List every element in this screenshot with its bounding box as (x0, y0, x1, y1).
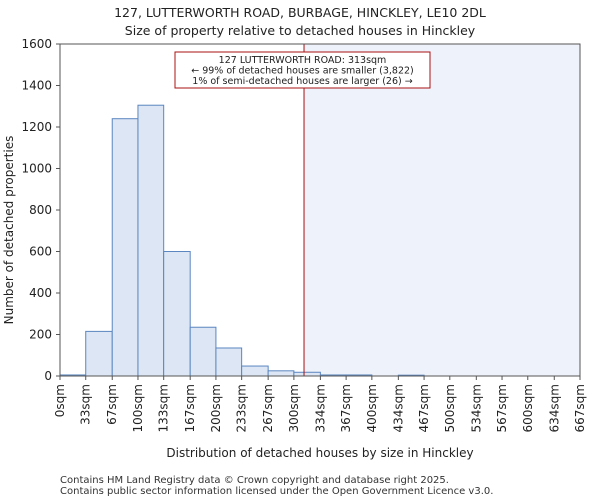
x-tick-label: 467sqm (417, 384, 431, 432)
x-tick-label: 600sqm (521, 384, 535, 432)
x-tick-label: 0sqm (53, 384, 67, 417)
x-tick-label: 434sqm (391, 384, 405, 432)
annotation-line: ← 99% of detached houses are smaller (3,… (191, 66, 414, 77)
footer-line-2: Contains public sector information licen… (60, 486, 494, 497)
x-tick-label: 400sqm (365, 384, 379, 432)
y-tick-label: 1000 (21, 162, 52, 176)
y-tick-label: 200 (29, 328, 52, 342)
histogram-bar (163, 251, 191, 377)
chart-subtitle: Size of property relative to detached ho… (124, 23, 476, 38)
annotation-line: 1% of semi-detached houses are larger (2… (192, 76, 412, 87)
histogram-bar (85, 330, 113, 377)
annotation-line: 127 LUTTERWORTH ROAD: 313sqm (219, 55, 387, 66)
histogram-bar (241, 365, 269, 377)
x-tick-label: 167sqm (183, 384, 197, 432)
histogram-bar (111, 118, 139, 377)
y-tick-label: 0 (44, 369, 52, 383)
x-tick-label: 200sqm (209, 384, 223, 432)
x-tick-label: 100sqm (131, 384, 145, 432)
y-tick-label: 1600 (21, 37, 52, 51)
x-tick-label: 67sqm (105, 384, 119, 425)
y-tick-label: 1200 (21, 120, 52, 134)
footer-line-1: Contains HM Land Registry data © Crown c… (60, 475, 449, 486)
histogram-bar (137, 104, 165, 377)
x-tick-label: 567sqm (495, 384, 509, 432)
y-tick-label: 600 (29, 245, 52, 259)
histogram-bar (215, 347, 243, 377)
x-tick-label: 334sqm (313, 384, 327, 432)
histogram-bar (293, 371, 321, 377)
larger-region-shade (304, 44, 580, 376)
y-tick-label: 1400 (21, 79, 52, 93)
x-tick-label: 133sqm (157, 384, 171, 432)
x-tick-label: 300sqm (287, 384, 301, 432)
x-tick-label: 267sqm (261, 384, 275, 432)
x-tick-label: 500sqm (443, 384, 457, 432)
y-tick-label: 400 (29, 286, 52, 300)
histogram-bar (189, 326, 217, 377)
y-axis-label: Number of detached properties (2, 136, 16, 325)
x-tick-label: 367sqm (339, 384, 353, 432)
annotation-box (174, 51, 431, 89)
histogram-bar (267, 370, 295, 377)
x-axis-label: Distribution of detached houses by size … (166, 446, 473, 460)
chart-title: 127, LUTTERWORTH ROAD, BURBAGE, HINCKLEY… (114, 5, 486, 20)
x-tick-label: 33sqm (79, 384, 93, 425)
x-tick-label: 233sqm (235, 384, 249, 432)
y-tick-label: 800 (29, 203, 52, 217)
x-tick-label: 634sqm (547, 384, 561, 432)
x-tick-label: 534sqm (469, 384, 483, 432)
x-tick-label: 667sqm (573, 384, 587, 432)
